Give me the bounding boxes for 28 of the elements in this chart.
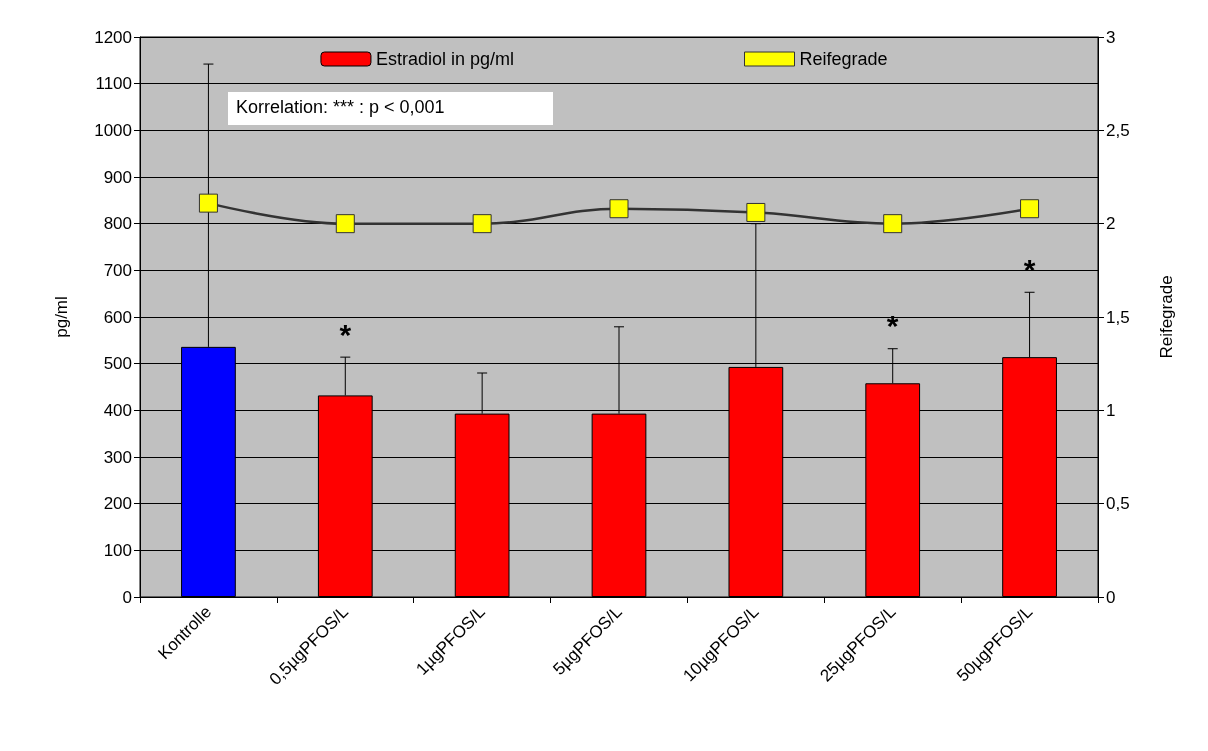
annotation: *: [886, 309, 899, 343]
legend-label: Estradiol in pg/ml: [375, 49, 514, 69]
y2-axis-title: Reifegrade: [1157, 275, 1176, 359]
y2-tick-label: 2,5: [1106, 120, 1130, 140]
annotation: *: [1023, 252, 1036, 286]
y-tick-label: 200: [103, 494, 132, 514]
y-tick-label: 300: [103, 447, 132, 467]
y2-tick-label: 1: [1106, 400, 1116, 420]
y-tick-label: 600: [103, 307, 132, 327]
y-tick-label: 700: [103, 260, 132, 280]
y2-tick-label: 3: [1106, 27, 1116, 47]
y-tick-label: 400: [103, 400, 132, 420]
y-tick-label: 1000: [94, 120, 132, 140]
y-tick-label: 0: [122, 587, 132, 607]
annotation: Korrelation: *** : p < 0,001: [236, 97, 445, 118]
annotation: *: [339, 317, 352, 351]
y-tick-label: 1200: [94, 27, 132, 47]
y2-tick-label: 2: [1106, 214, 1116, 234]
y2-tick-label: 0: [1106, 587, 1116, 607]
legend-label: Reifegrade: [799, 49, 888, 69]
y-tick-label: 500: [103, 354, 132, 374]
y-tick-label: 100: [103, 540, 132, 560]
y-tick-label: 900: [103, 167, 132, 187]
y-tick-label: 800: [103, 214, 132, 234]
y-tick-label: 1100: [95, 74, 132, 94]
y2-tick-label: 1,5: [1106, 307, 1130, 327]
y-axis-title: pg/ml: [52, 296, 71, 338]
y2-tick-label: 0,5: [1106, 494, 1130, 514]
